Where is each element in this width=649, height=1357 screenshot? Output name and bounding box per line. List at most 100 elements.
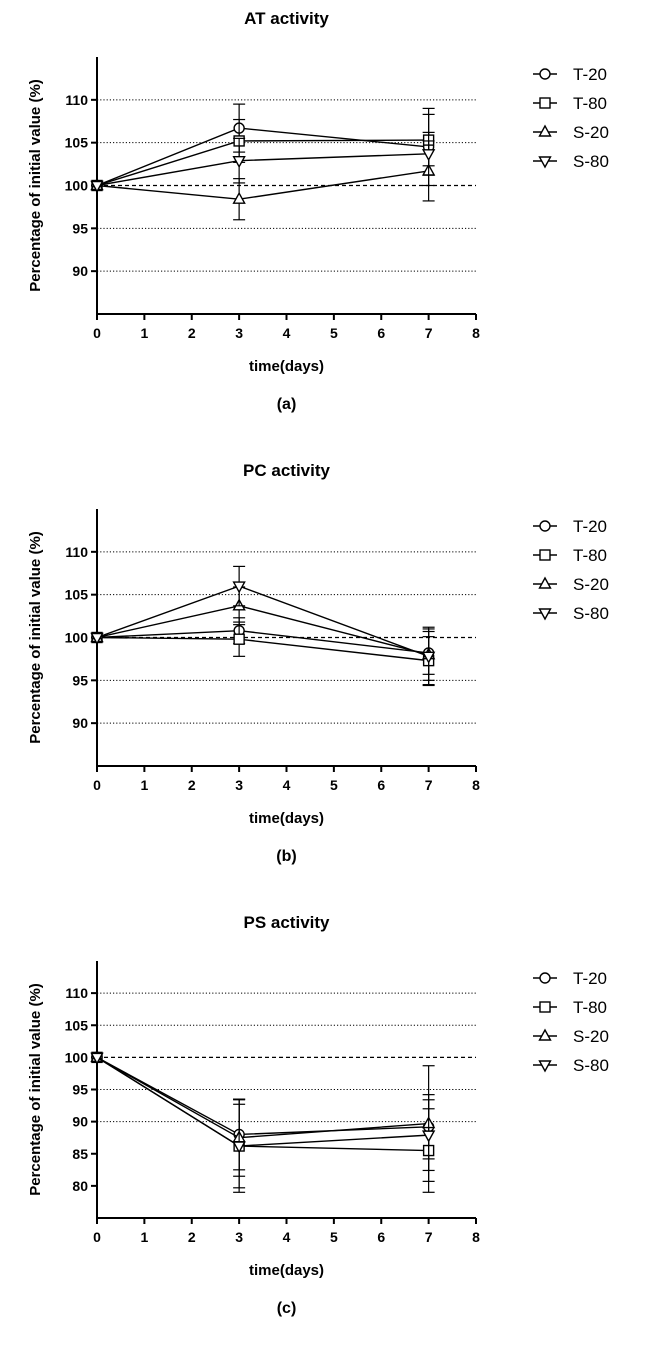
chart-title: PS activity	[244, 913, 331, 932]
x-axis-label: time(days)	[249, 358, 324, 375]
data-point	[90, 1052, 104, 1065]
legend-label: S-80	[573, 1056, 609, 1075]
series-line	[96, 636, 429, 662]
x-tick-label: 0	[93, 777, 101, 793]
x-axis-label: time(days)	[249, 810, 324, 827]
data-point	[90, 180, 104, 193]
series-s-80	[90, 565, 436, 687]
data-point	[421, 651, 436, 664]
x-axis-label: time(days)	[249, 1262, 324, 1279]
series-t-20	[91, 617, 435, 675]
legend-label: T-20	[573, 969, 607, 988]
chart-panel-b: PC activity 90 95 100 105 110 0 1 2 3 4 5 6 7 8 time(da…	[0, 452, 649, 904]
y-tick-label: 105	[65, 135, 89, 151]
y-tick-label: 100	[65, 630, 89, 646]
y-tick-label: 110	[65, 544, 88, 560]
x-tick-label: 3	[235, 325, 243, 341]
legend-item: T-80	[533, 546, 607, 565]
panel-caption: (b)	[276, 848, 296, 865]
x-tick-label: 6	[377, 325, 385, 341]
y-tick-label: 110	[65, 92, 88, 108]
y-tick-label: 100	[65, 178, 89, 194]
series-s-80	[90, 131, 436, 193]
x-tick-label: 4	[283, 777, 291, 793]
x-tick-label: 3	[235, 1229, 243, 1245]
legend-label: T-80	[573, 998, 607, 1017]
x-tick-label: 8	[472, 777, 480, 793]
x-tick-label: 4	[283, 1229, 291, 1245]
x-tick-label: 2	[188, 325, 196, 341]
legend-marker	[538, 1060, 552, 1073]
chart-title: PC activity	[243, 461, 330, 480]
x-tick-label: 7	[425, 325, 433, 341]
legend-item: S-20	[533, 575, 609, 594]
legend-label: S-80	[573, 604, 609, 623]
legend-item: T-80	[533, 998, 607, 1017]
x-tick-label: 2	[188, 777, 196, 793]
x-tick-label: 1	[140, 1229, 148, 1245]
chart-svg: AT activity 90 95 100 105 110 0 1 2 3 4 5 6 7 8 time(da…	[27, 9, 609, 413]
legend-marker	[539, 549, 551, 561]
legend-label: T-20	[573, 65, 607, 84]
series-s-20	[90, 1049, 436, 1182]
y-tick-label: 90	[72, 263, 88, 279]
x-tick-label: 6	[377, 1229, 385, 1245]
legend-label: S-20	[573, 1027, 609, 1046]
chart-panel-c: PS activity 80 85 90 95 100 105 110 0 1 2 3 4 5 6 7 8 tim…	[0, 904, 649, 1356]
legend-label: T-20	[573, 517, 607, 536]
series-t-80	[91, 621, 435, 686]
chart-svg: PC activity 90 95 100 105 110 0 1 2 3 4 5 6 7 8 time(da…	[27, 461, 609, 865]
x-tick-label: 1	[140, 777, 148, 793]
data-point	[90, 632, 104, 645]
x-tick-label: 1	[140, 325, 148, 341]
legend-marker	[539, 1001, 551, 1013]
y-tick-label: 95	[72, 220, 88, 236]
series-line	[96, 1056, 429, 1139]
data-point	[232, 1141, 246, 1154]
y-axis-label: Percentage of initial value (%)	[27, 79, 44, 292]
x-tick-label: 3	[235, 777, 243, 793]
x-tick-label: 2	[188, 1229, 196, 1245]
data-point	[232, 581, 246, 594]
legend-label: T-80	[573, 94, 607, 113]
y-tick-label: 110	[65, 985, 88, 1001]
legend-label: S-20	[573, 123, 609, 142]
x-tick-label: 7	[425, 1229, 433, 1245]
x-tick-label: 6	[377, 777, 385, 793]
y-tick-label: 95	[72, 672, 88, 688]
y-tick-label: 100	[65, 1049, 89, 1065]
x-tick-label: 5	[330, 777, 338, 793]
x-tick-label: 7	[425, 777, 433, 793]
y-axis-label: Percentage of initial value (%)	[27, 531, 44, 744]
legend-item: S-80	[533, 152, 609, 171]
y-tick-label: 105	[65, 1017, 89, 1033]
legend-label: S-80	[573, 152, 609, 171]
data-point	[421, 149, 436, 162]
x-tick-label: 0	[93, 325, 101, 341]
x-tick-label: 5	[330, 1229, 338, 1245]
panel-caption: (a)	[277, 396, 297, 413]
legend-marker	[538, 576, 552, 589]
series-t-80	[91, 113, 435, 192]
series-t-80	[91, 1051, 435, 1193]
panel-caption: (c)	[277, 1300, 297, 1317]
x-tick-label: 8	[472, 325, 480, 341]
y-tick-label: 105	[65, 587, 89, 603]
y-tick-label: 85	[72, 1146, 88, 1162]
series-line	[96, 1056, 429, 1147]
y-tick-label: 80	[72, 1178, 88, 1194]
x-tick-label: 0	[93, 1229, 101, 1245]
legend-label: S-20	[573, 575, 609, 594]
legend-marker	[539, 520, 551, 532]
x-tick-label: 4	[283, 325, 291, 341]
legend-marker	[539, 68, 551, 80]
legend-marker	[538, 608, 552, 621]
legend-item: S-80	[533, 1056, 609, 1075]
legend-marker	[538, 1028, 552, 1041]
series-line	[96, 585, 429, 658]
series-line	[96, 1056, 429, 1136]
chart-panel-a: AT activity 90 95 100 105 110 0 1 2 3 4 5 6 7 8 time(da…	[0, 0, 649, 452]
legend-label: T-80	[573, 546, 607, 565]
data-point	[233, 633, 245, 645]
y-tick-label: 95	[72, 1082, 88, 1098]
